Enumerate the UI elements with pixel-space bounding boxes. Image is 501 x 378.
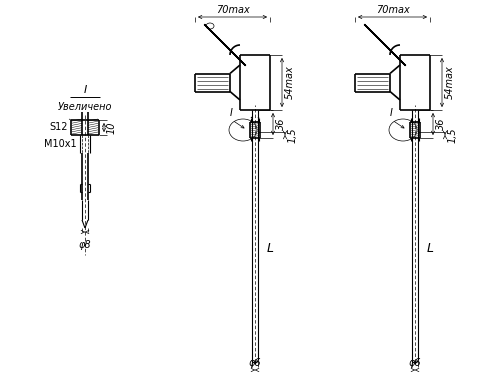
Text: φ8: φ8 bbox=[79, 240, 91, 250]
Text: 1,5: 1,5 bbox=[448, 127, 458, 143]
Text: S12: S12 bbox=[50, 122, 68, 133]
Text: Увеличено: Увеличено bbox=[58, 102, 112, 112]
Text: φ6: φ6 bbox=[409, 358, 421, 368]
Text: I: I bbox=[229, 108, 232, 118]
Text: 70max: 70max bbox=[376, 5, 409, 15]
Text: 36: 36 bbox=[276, 118, 286, 130]
Text: M10x1: M10x1 bbox=[45, 139, 77, 149]
Text: 10: 10 bbox=[107, 121, 117, 134]
Text: φ6: φ6 bbox=[248, 358, 262, 368]
Text: 36: 36 bbox=[436, 118, 446, 130]
Text: 1,5: 1,5 bbox=[288, 127, 298, 143]
Text: I: I bbox=[390, 108, 392, 118]
Text: L: L bbox=[427, 243, 434, 256]
Text: 54max: 54max bbox=[445, 66, 455, 99]
Text: 54max: 54max bbox=[285, 66, 295, 99]
Text: 70max: 70max bbox=[215, 5, 249, 15]
Text: I: I bbox=[83, 85, 87, 95]
Text: L: L bbox=[267, 243, 274, 256]
